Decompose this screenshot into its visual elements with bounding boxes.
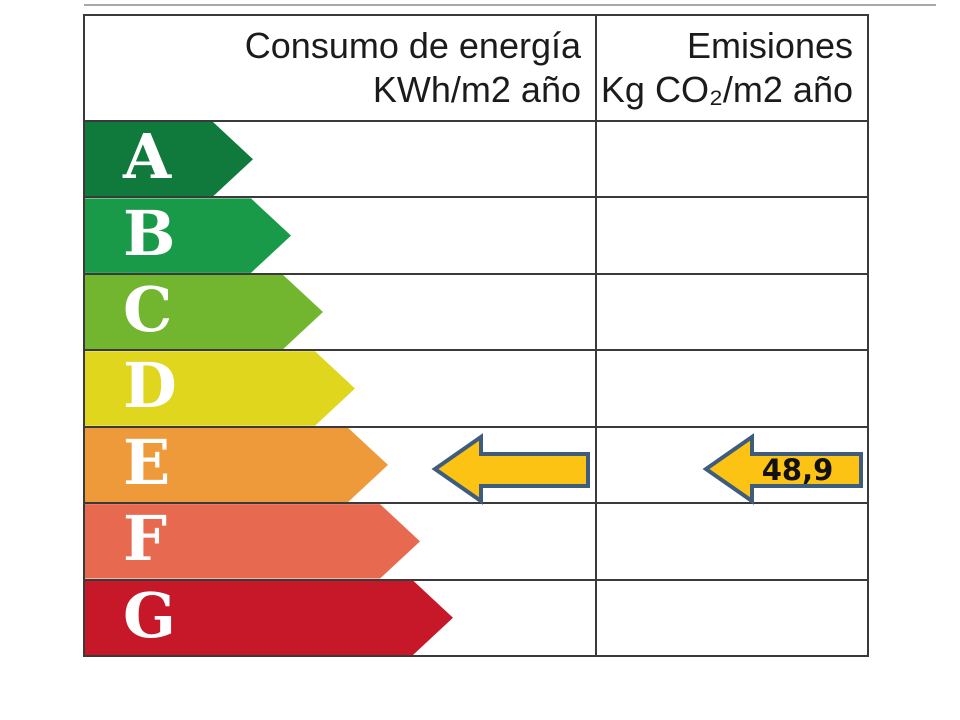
rating-band-g: G (85, 581, 453, 655)
emissions-header-line2: Kg CO₂/m2 año (600, 69, 853, 110)
rating-row-f: F (85, 502, 867, 578)
decorative-top-line (84, 4, 936, 6)
rating-band-d: D (85, 351, 355, 425)
consumption-marker-arrow-icon (431, 433, 590, 505)
emissions-header: Emisiones Kg CO₂/m2 año (597, 16, 867, 120)
grade-letter-f: F (123, 502, 168, 576)
grade-letter-d: D (123, 349, 177, 423)
emissions-value: 48,9 (761, 453, 834, 487)
grade-letter-g: G (123, 578, 176, 652)
rating-band-a: A (85, 122, 253, 196)
grade-letter-c: C (123, 273, 173, 347)
rating-row-e: E (85, 425, 867, 502)
consumption-header-line1: Consumo de energía (244, 25, 581, 66)
emissions-header-line1: Emisiones (686, 25, 853, 66)
rating-row-b: B (85, 196, 867, 272)
grade-letter-b: B (123, 196, 176, 270)
rating-rows: A B C D E (85, 122, 867, 655)
grade-letter-a: A (123, 120, 172, 194)
left-arrow-icon (431, 433, 590, 505)
rating-row-d: D (85, 349, 867, 425)
rating-table: Consumo de energía KWh/m2 año Emisiones … (83, 14, 869, 657)
rating-band-c: C (85, 275, 323, 349)
consumption-header-line2: KWh/m2 año (372, 69, 581, 110)
rating-row-c: C (85, 272, 867, 349)
consumption-header: Consumo de energía KWh/m2 año (85, 16, 597, 120)
emissions-marker-arrow-icon: 48,9 (702, 433, 863, 505)
rating-row-a: A (85, 122, 867, 196)
rating-row-g: G (85, 578, 867, 655)
rating-band-f: F (85, 504, 420, 578)
grade-letter-e: E (123, 425, 171, 499)
rating-band-b: B (85, 198, 291, 272)
column-divider (595, 16, 597, 655)
table-header: Consumo de energía KWh/m2 año Emisiones … (85, 16, 867, 122)
left-arrow-icon (702, 433, 863, 505)
rating-band-e: E (85, 428, 388, 502)
